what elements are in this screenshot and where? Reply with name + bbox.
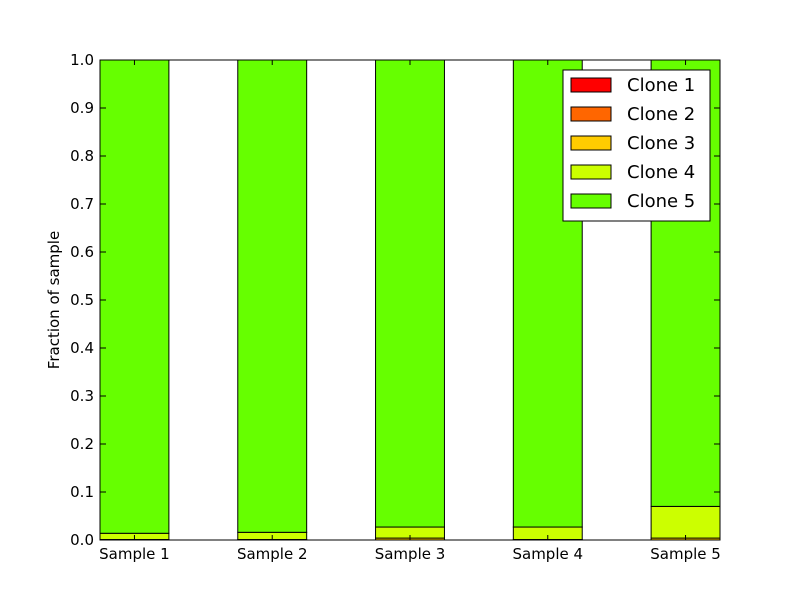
legend-label-clone-1: Clone 1 xyxy=(627,75,695,96)
x-tick-label: Sample 5 xyxy=(650,545,721,563)
legend-swatch-clone-2 xyxy=(570,106,612,122)
bar-segment-sample-1-clone-5 xyxy=(99,59,170,534)
y-tick-label: 0.2 xyxy=(70,435,94,453)
y-tick-label: 0.1 xyxy=(70,483,94,501)
legend-label-clone-5: Clone 5 xyxy=(627,191,695,212)
y-tick-label: 0.9 xyxy=(70,99,94,117)
y-tick-label: 0.8 xyxy=(70,147,94,165)
legend-swatch-clone-3 xyxy=(570,135,612,151)
bar-segment-sample-2-clone-5 xyxy=(237,59,308,533)
y-axis: 0.0 0.1 0.2 0.3 0.4 0.5 0.6 0.7 0.8 0.9 1.0 xyxy=(70,51,720,549)
y-tick-label: 1.0 xyxy=(70,51,94,69)
bar-segment-sample-3-clone-5 xyxy=(375,59,445,528)
legend-label-clone-2: Clone 2 xyxy=(627,104,695,125)
y-tick-label: 0.5 xyxy=(70,291,94,309)
legend-swatch-clone-1 xyxy=(570,77,612,93)
legend-swatch-clone-4 xyxy=(570,164,612,180)
legend-label-clone-3: Clone 3 xyxy=(627,133,695,154)
y-tick-label: 0.4 xyxy=(70,339,94,357)
x-tick-label: Sample 2 xyxy=(237,545,308,563)
bars-layer xyxy=(99,59,721,541)
x-tick-label: Sample 1 xyxy=(99,545,170,563)
y-tick-label: 0.7 xyxy=(70,195,94,213)
legend-label-clone-4: Clone 4 xyxy=(627,162,695,183)
y-tick-label: 0.3 xyxy=(70,387,94,405)
legend-swatch-clone-5 xyxy=(570,193,612,209)
bar-segment-sample-5-clone-4 xyxy=(650,505,721,539)
x-axis: Sample 1 Sample 2 Sample 3 Sample 4 Sample 5 xyxy=(99,60,721,563)
y-axis-label: Fraction of sample xyxy=(45,231,63,369)
y-tick-label: 0.6 xyxy=(70,243,94,261)
y-tick-label: 0.0 xyxy=(70,531,94,549)
legend: Clone 1 Clone 2 Clone 3 Clone 4 Clone 5 xyxy=(562,69,711,222)
x-tick-label: Sample 4 xyxy=(512,545,583,563)
x-tick-label: Sample 3 xyxy=(375,545,446,563)
